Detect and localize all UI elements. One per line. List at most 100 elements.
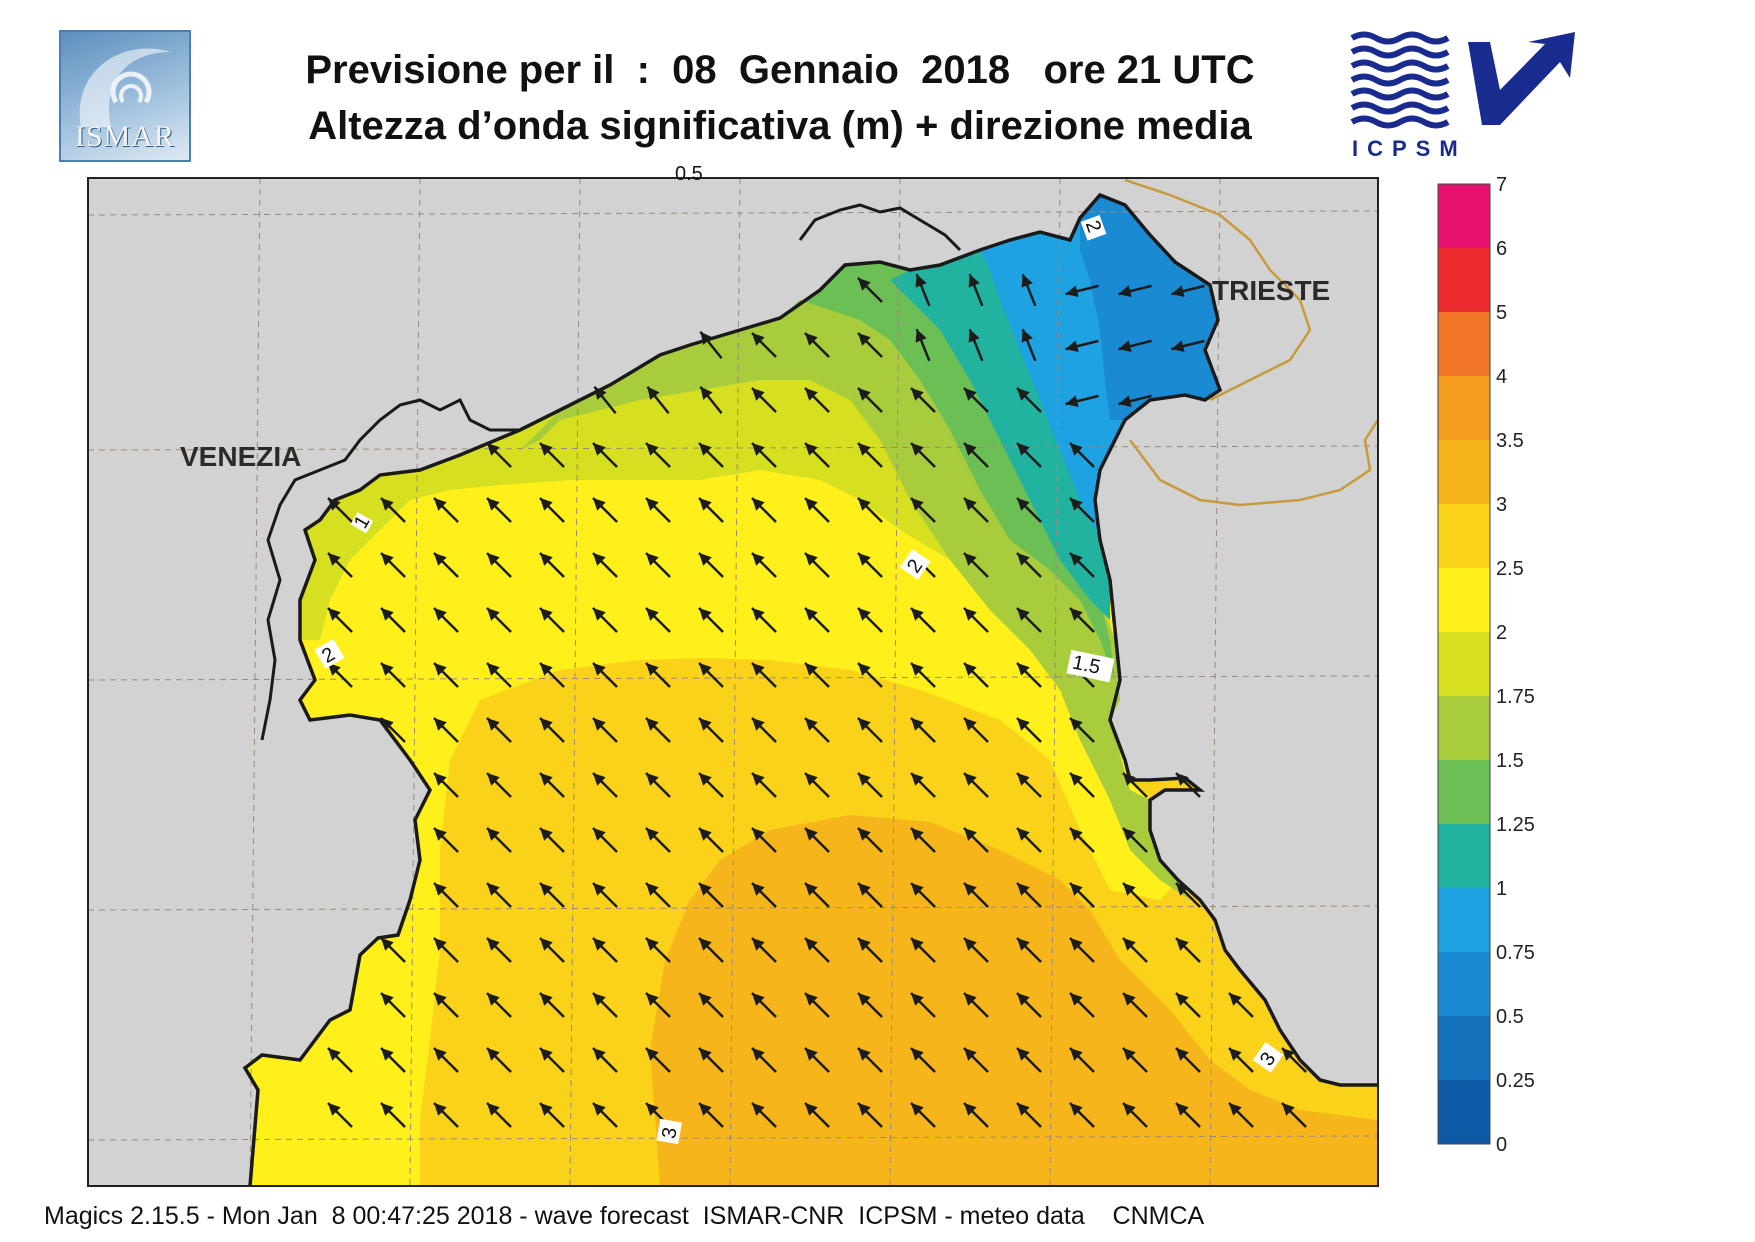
wave-direction-arrow bbox=[486, 497, 512, 523]
wave-direction-arrow bbox=[539, 442, 565, 468]
wave-direction-arrow bbox=[1122, 1102, 1148, 1128]
northern-coast-land bbox=[800, 205, 960, 272]
wave-direction-arrow bbox=[592, 882, 618, 908]
wave-direction-arrow bbox=[1122, 827, 1148, 853]
wave-direction-arrow bbox=[486, 827, 512, 853]
wave-direction-arrow bbox=[486, 607, 512, 633]
wave-direction-arrow bbox=[433, 937, 459, 963]
wave-direction-arrow bbox=[1122, 937, 1148, 963]
wave-direction-arrow bbox=[486, 937, 512, 963]
wave-direction-arrow bbox=[698, 882, 724, 908]
wave-direction-arrow bbox=[698, 662, 724, 688]
wave-direction-arrow bbox=[963, 387, 989, 413]
map-frame bbox=[87, 177, 1379, 1187]
title-line-2: Altezza d’onda significativa (m) + direz… bbox=[308, 104, 1252, 148]
wave-direction-arrow bbox=[593, 385, 617, 415]
wave-direction-arrow bbox=[433, 552, 459, 578]
wave-direction-arrow bbox=[1175, 772, 1201, 798]
wave-direction-arrow bbox=[327, 1047, 353, 1073]
wave-zone-05-075 bbox=[1080, 195, 1220, 420]
grid-line bbox=[249, 178, 261, 1186]
colorbar-swatch bbox=[1438, 376, 1490, 440]
wave-direction-arrow bbox=[698, 992, 724, 1018]
colorbar-level-label: 2.5 bbox=[1496, 558, 1524, 580]
venice-lagoon bbox=[250, 500, 300, 760]
colorbar-level-label: 0.5 bbox=[1496, 1006, 1524, 1028]
wave-direction-arrow bbox=[910, 497, 936, 523]
wave-direction-arrow bbox=[486, 772, 512, 798]
wave-direction-arrow bbox=[486, 992, 512, 1018]
wave-direction-arrow bbox=[645, 442, 671, 468]
wave-direction-arrow bbox=[380, 662, 406, 688]
wave-direction-arrow bbox=[804, 882, 830, 908]
wave-direction-arrow bbox=[698, 717, 724, 743]
wave-direction-arrow bbox=[1175, 882, 1201, 908]
footer-credits: Magics 2.15.5 - Mon Jan 8 00:47:25 2018 … bbox=[44, 1202, 1205, 1230]
wave-direction-arrow bbox=[592, 1047, 618, 1073]
wave-direction-arrow bbox=[698, 827, 724, 853]
colorbar-level-label: 7 bbox=[1496, 174, 1507, 196]
wave-direction-arrow bbox=[915, 273, 931, 307]
wave-direction-arrow bbox=[910, 827, 936, 853]
wave-direction-arrow bbox=[857, 277, 883, 303]
wave-direction-arrow bbox=[804, 1047, 830, 1073]
wave-direction-arrow bbox=[1016, 552, 1042, 578]
colorbar-level-label: 1.5 bbox=[1496, 750, 1524, 772]
wave-direction-arrow bbox=[486, 882, 512, 908]
colorbar-level-label: 6 bbox=[1496, 238, 1507, 260]
colorbar-level-label: 4 bbox=[1496, 366, 1507, 388]
wave-direction-arrow bbox=[804, 772, 830, 798]
wave-direction-arrow bbox=[698, 552, 724, 578]
wave-direction-arrow bbox=[963, 772, 989, 798]
wave-direction-arrow bbox=[327, 607, 353, 633]
wave-direction-arrow bbox=[915, 328, 931, 362]
wave-direction-arrow bbox=[910, 1102, 936, 1128]
wave-direction-arrow bbox=[804, 552, 830, 578]
wave-direction-arrow bbox=[645, 827, 671, 853]
wave-direction-arrow bbox=[910, 937, 936, 963]
wave-direction-arrow bbox=[539, 717, 565, 743]
wave-direction-arrow bbox=[1118, 339, 1152, 353]
coastline bbox=[242, 192, 1378, 1186]
colorbar-swatch bbox=[1438, 248, 1490, 312]
colorbar-legend: 7 6 5 4 3.5 3 2.5 2 1.75 1.5 1.25 1 0.75 0.5 0.25 0 bbox=[1437, 174, 1535, 1156]
colorbar-swatch bbox=[1438, 1080, 1490, 1144]
wave-direction-arrow bbox=[1016, 1047, 1042, 1073]
wave-direction-arrow bbox=[592, 442, 618, 468]
wave-direction-arrow bbox=[698, 772, 724, 798]
wave-direction-arrow bbox=[592, 772, 618, 798]
wave-direction-arrow bbox=[857, 992, 883, 1018]
wave-direction-arrow bbox=[539, 827, 565, 853]
wave-direction-arrow bbox=[751, 607, 777, 633]
wave-zone-3-35 bbox=[650, 815, 1378, 1186]
wave-direction-arrow bbox=[433, 827, 459, 853]
wave-direction-arrow bbox=[1228, 1047, 1254, 1073]
wave-direction-arrow bbox=[539, 607, 565, 633]
wave-direction-arrow bbox=[751, 1102, 777, 1128]
wave-direction-arrow bbox=[751, 717, 777, 743]
wave-direction-arrow bbox=[433, 607, 459, 633]
wave-direction-arrow bbox=[1065, 284, 1099, 298]
ismar-logo-text: ISMAR bbox=[74, 120, 176, 153]
wave-direction-arrow bbox=[1228, 992, 1254, 1018]
wave-direction-arrow bbox=[380, 717, 406, 743]
wave-direction-arrow bbox=[698, 1102, 724, 1128]
wave-direction-arrow bbox=[1016, 827, 1042, 853]
wave-direction-arrow bbox=[1069, 1102, 1095, 1128]
wave-direction-arrow bbox=[963, 1047, 989, 1073]
wave-direction-arrow bbox=[539, 992, 565, 1018]
wave-direction-arrow bbox=[857, 662, 883, 688]
wave-direction-arrow bbox=[380, 1047, 406, 1073]
wave-direction-arrow bbox=[1122, 882, 1148, 908]
wave-direction-arrow bbox=[857, 1047, 883, 1073]
wave-direction-arrow bbox=[592, 1102, 618, 1128]
wave-direction-arrow bbox=[963, 827, 989, 853]
wave-direction-arrow bbox=[804, 332, 830, 358]
wave-direction-arrow bbox=[857, 717, 883, 743]
wave-direction-arrow bbox=[1065, 339, 1099, 353]
wave-direction-arrow bbox=[751, 937, 777, 963]
colorbar-level-label: 5 bbox=[1496, 302, 1507, 324]
wave-direction-arrow bbox=[804, 607, 830, 633]
colorbar-level-label: 0 bbox=[1496, 1134, 1507, 1156]
wave-direction-arrow bbox=[539, 882, 565, 908]
